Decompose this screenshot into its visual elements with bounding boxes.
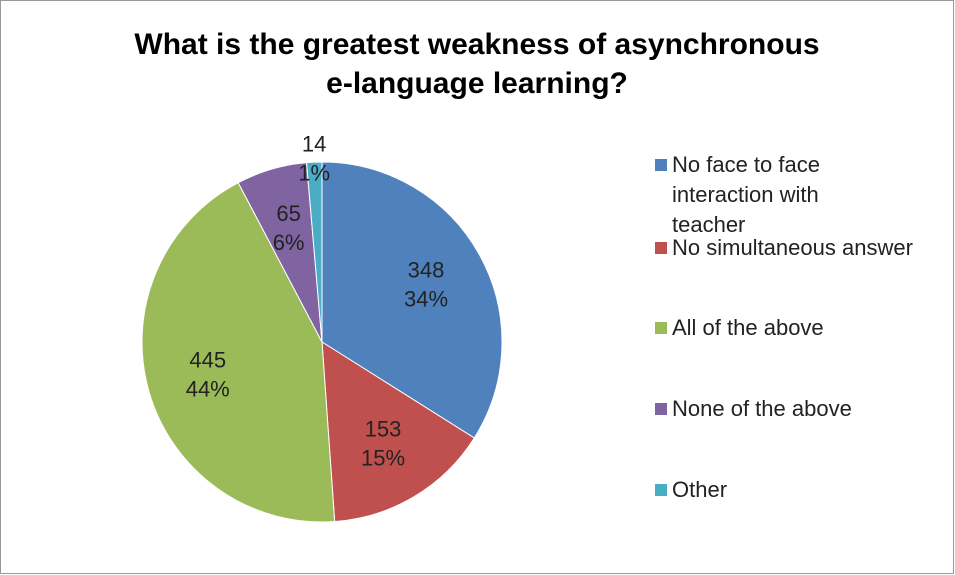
chart-title: e-language learning?: [326, 67, 628, 100]
data-label: 14: [302, 131, 326, 156]
data-label: 65: [276, 201, 300, 226]
data-label: 153: [365, 417, 402, 442]
legend-item: None of the above: [655, 394, 945, 424]
data-label: 15%: [361, 446, 405, 471]
legend-item: No simultaneous answer: [655, 233, 945, 263]
data-label: 34%: [404, 286, 448, 311]
legend-label: None of the above: [672, 396, 852, 421]
pie-slice: [321, 161, 503, 439]
pie-slice: [141, 182, 336, 523]
pie-slice: [321, 341, 475, 523]
legend-label: All of the above: [672, 315, 824, 340]
legend-item: All of the above: [655, 313, 945, 343]
data-label: 348: [408, 257, 445, 282]
data-label: 44%: [186, 376, 230, 401]
pie-slice: [306, 161, 323, 343]
legend-swatch: [655, 484, 667, 496]
chart-title: What is the greatest weakness of asynchr…: [134, 28, 819, 61]
legend-label: No simultaneous answer: [672, 235, 913, 260]
legend-label: Other: [672, 477, 728, 502]
legend-swatch: [655, 242, 667, 254]
legend-label: No face to face interaction with teacher: [672, 152, 820, 237]
legend-swatch: [655, 403, 667, 415]
legend-item: Other: [655, 475, 945, 505]
data-label: 6%: [273, 230, 305, 255]
data-label: 445: [189, 347, 226, 372]
legend-swatch: [655, 159, 667, 171]
data-label: 1%: [298, 160, 330, 185]
legend-swatch: [655, 322, 667, 334]
legend-item: No face to face interaction with teacher: [655, 150, 945, 240]
